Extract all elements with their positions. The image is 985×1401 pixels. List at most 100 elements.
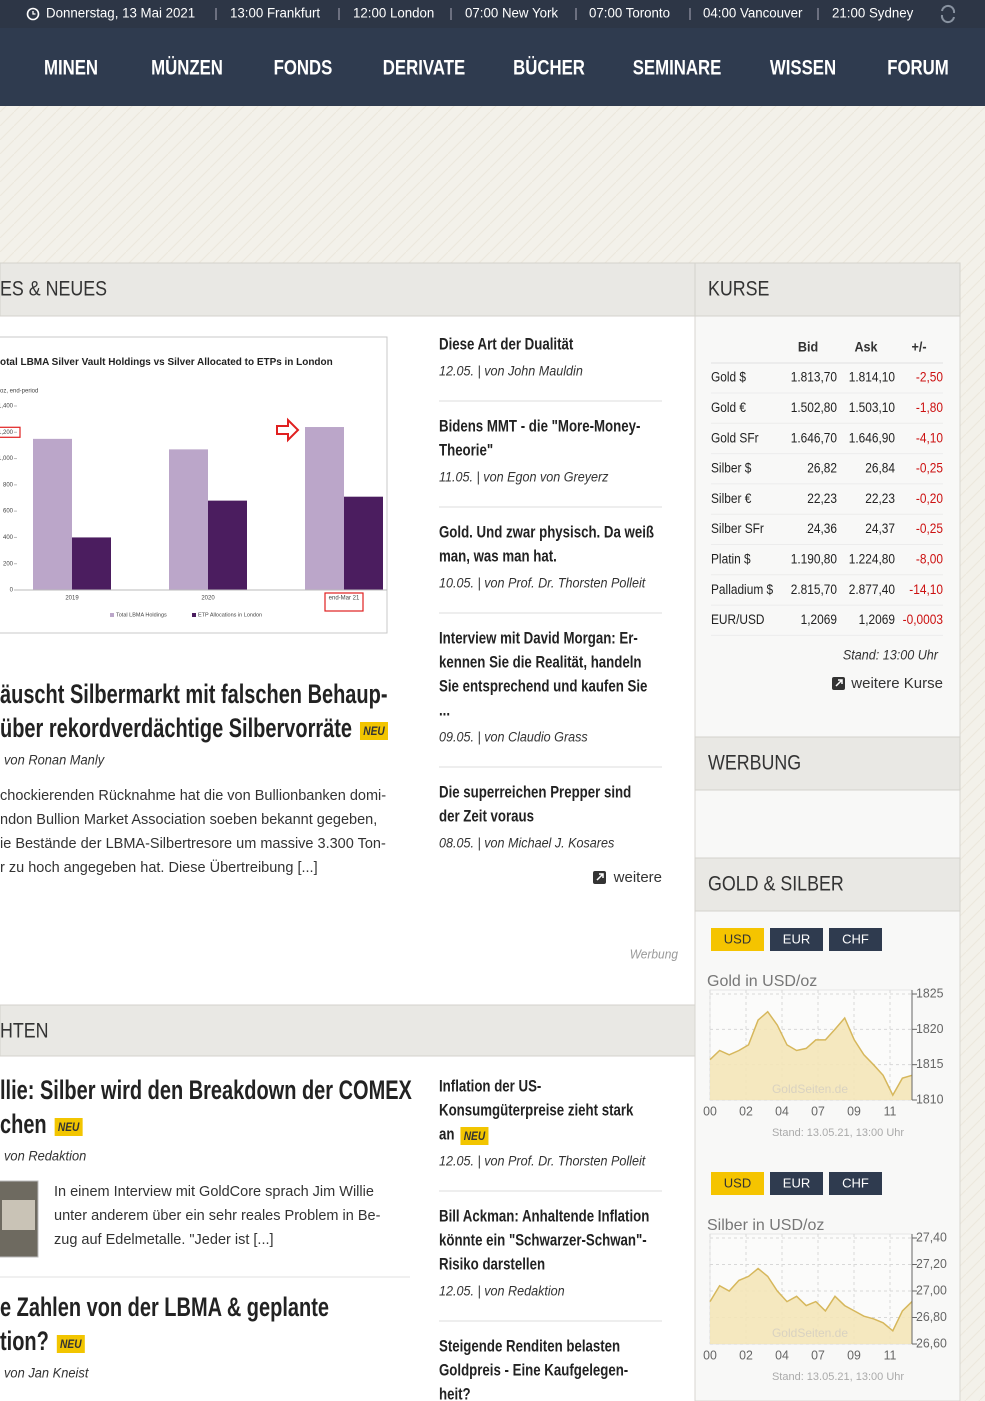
table-cell: 22,23: [865, 490, 895, 506]
nav-link[interactable]: WISSEN: [770, 57, 836, 80]
table-header: Ask: [854, 339, 878, 355]
article-teaser: unter anderem über ein sehr reales Probl…: [54, 1208, 381, 1224]
more-link[interactable]: weitere: [613, 869, 662, 886]
currency-tab-label[interactable]: CHF: [842, 931, 869, 946]
table-cell: -1,80: [916, 399, 943, 415]
article-link[interactable]: Bidens MMT - die "More-Money-: [439, 417, 640, 436]
article-headline[interactable]: äuscht Silbermarkt mit falschen Behaup-: [0, 679, 387, 710]
article-link[interactable]: könnte ein "Schwarzer-Schwan"-: [439, 1231, 647, 1250]
article-headline[interactable]: e Zahlen von der LBMA & geplante: [0, 1292, 329, 1323]
article-thumb-detail: [2, 1200, 35, 1230]
article-teaser: zug auf Edelmetalle. "Jeder ist [...]: [54, 1232, 274, 1248]
article-headline[interactable]: chen: [0, 1109, 47, 1140]
x-tick-label: 04: [775, 1348, 789, 1362]
table-cell: -8,00: [916, 551, 943, 567]
article-link[interactable]: ...: [439, 701, 450, 720]
x-tick-label: 00: [703, 1104, 717, 1118]
currency-tab-label[interactable]: CHF: [842, 1175, 869, 1190]
more-link[interactable]: weitere Kurse: [850, 675, 943, 692]
article-link[interactable]: Sie entsprechend und kaufen Sie: [439, 677, 647, 696]
article-link[interactable]: man, was man hat.: [439, 547, 557, 566]
table-cell: Gold $: [711, 369, 747, 385]
x-tick-label: 07: [811, 1348, 825, 1362]
image-chart-tick: 600: [3, 509, 14, 515]
clock-icon: [26, 7, 40, 21]
legend-swatch: [192, 613, 196, 617]
article-link[interactable]: Risiko darstellen: [439, 1255, 545, 1274]
table-cell: -14,10: [909, 581, 943, 597]
sidebar-header: [694, 262, 961, 317]
table-header: +/-: [911, 339, 926, 355]
nav-link[interactable]: DERIVATE: [383, 57, 465, 80]
refresh-icon[interactable]: [940, 4, 956, 24]
article-link[interactable]: Konsumgüterpreise zieht stark: [439, 1101, 634, 1120]
article-headline[interactable]: über rekordverdächtige Silbervorräte: [0, 713, 352, 744]
arrow-icon: [276, 417, 300, 443]
table-cell: -0,0003: [903, 611, 943, 627]
section-title: KURSE: [708, 277, 769, 301]
highlight-box: [324, 592, 364, 612]
badge: [56, 1335, 85, 1353]
y-tick-label: 27,00: [916, 1283, 947, 1297]
currency-tab-label[interactable]: EUR: [783, 931, 810, 946]
article-link[interactable]: Goldpreis - Eine Kaufgelegen-: [439, 1361, 628, 1380]
article-link[interactable]: Steigende Renditen belasten: [439, 1337, 620, 1356]
currency-tab-label[interactable]: EUR: [783, 1175, 810, 1190]
currency-tab[interactable]: [829, 1172, 882, 1195]
currency-tab[interactable]: [770, 1172, 823, 1195]
nav-link[interactable]: FORUM: [887, 57, 949, 80]
y-tick-label: 27,40: [916, 1230, 947, 1244]
article-meta: 12.05. | von Prof. Dr. Thorsten Polleit: [439, 1153, 647, 1169]
nav-link[interactable]: BÜCHER: [513, 57, 585, 80]
bar: [33, 438, 72, 590]
chart-title: Silber in USD/oz: [707, 1217, 824, 1234]
sidebar: [694, 262, 961, 1401]
chart-footnote: Stand: 13.05.21, 13:00 Uhr: [772, 1371, 904, 1383]
article-headline[interactable]: llie: Silber wird den Breakdown der COME…: [0, 1075, 412, 1106]
table-cell: 2.815,70: [791, 581, 837, 597]
article-headline[interactable]: tion?: [0, 1326, 49, 1357]
watermark: GoldSeiten.de: [772, 1082, 848, 1096]
table-cell: 24,37: [865, 520, 895, 536]
article-link[interactable]: Bill Ackman: Anhaltende Inflation: [439, 1207, 649, 1226]
article-link[interactable]: kennen Sie die Realität, handeln: [439, 653, 641, 672]
nav-link[interactable]: FONDS: [274, 57, 333, 80]
nav-link[interactable]: MÜNZEN: [151, 57, 223, 80]
city-time: 12:00 London: [353, 5, 434, 20]
badge-label: NEU: [464, 1130, 486, 1143]
article-link[interactable]: Theorie": [439, 441, 493, 460]
y-tick-label: 26,80: [916, 1310, 947, 1324]
table-cell: -0,25: [916, 520, 943, 536]
table-cell: 1.503,10: [849, 399, 895, 415]
currency-tab[interactable]: [711, 1172, 764, 1195]
article-link[interactable]: an: [439, 1125, 454, 1144]
image-chart-tick: 200: [3, 561, 14, 567]
article-link[interactable]: Gold. Und zwar physisch. Da weiß: [439, 523, 654, 542]
article-link[interactable]: heit?: [439, 1385, 471, 1401]
currency-tab[interactable]: [829, 928, 882, 951]
table-cell: 1.814,10: [849, 369, 895, 385]
bar: [305, 427, 344, 590]
article-link[interactable]: Interview mit David Morgan: Er-: [439, 629, 638, 648]
watermark: GoldSeiten.de: [772, 1326, 848, 1340]
currency-tab[interactable]: [711, 928, 764, 951]
navbar: [0, 28, 985, 106]
currency-tab-label[interactable]: USD: [724, 931, 751, 946]
city-time: 07:00 New York: [465, 5, 558, 20]
x-tick-label: 02: [739, 1104, 753, 1118]
section-title: WERBUNG: [708, 751, 801, 775]
article-link[interactable]: Diese Art der Dualität: [439, 335, 573, 354]
currency-tab-label[interactable]: USD: [724, 1175, 751, 1190]
badge: [54, 1118, 83, 1136]
article-meta: von Ronan Manly: [4, 752, 105, 768]
currency-tab[interactable]: [770, 928, 823, 951]
y-tick-label: 1815: [916, 1057, 943, 1071]
section-header: [0, 262, 696, 317]
article-link[interactable]: der Zeit voraus: [439, 807, 534, 826]
article-link[interactable]: Inflation der US-: [439, 1077, 541, 1096]
nav-link[interactable]: SEMINARE: [633, 57, 722, 80]
article-link[interactable]: Die superreichen Prepper sind: [439, 783, 631, 802]
nav-link[interactable]: MINEN: [44, 57, 98, 80]
table-cell: 26,84: [865, 460, 895, 476]
link-icon: [596, 873, 604, 881]
